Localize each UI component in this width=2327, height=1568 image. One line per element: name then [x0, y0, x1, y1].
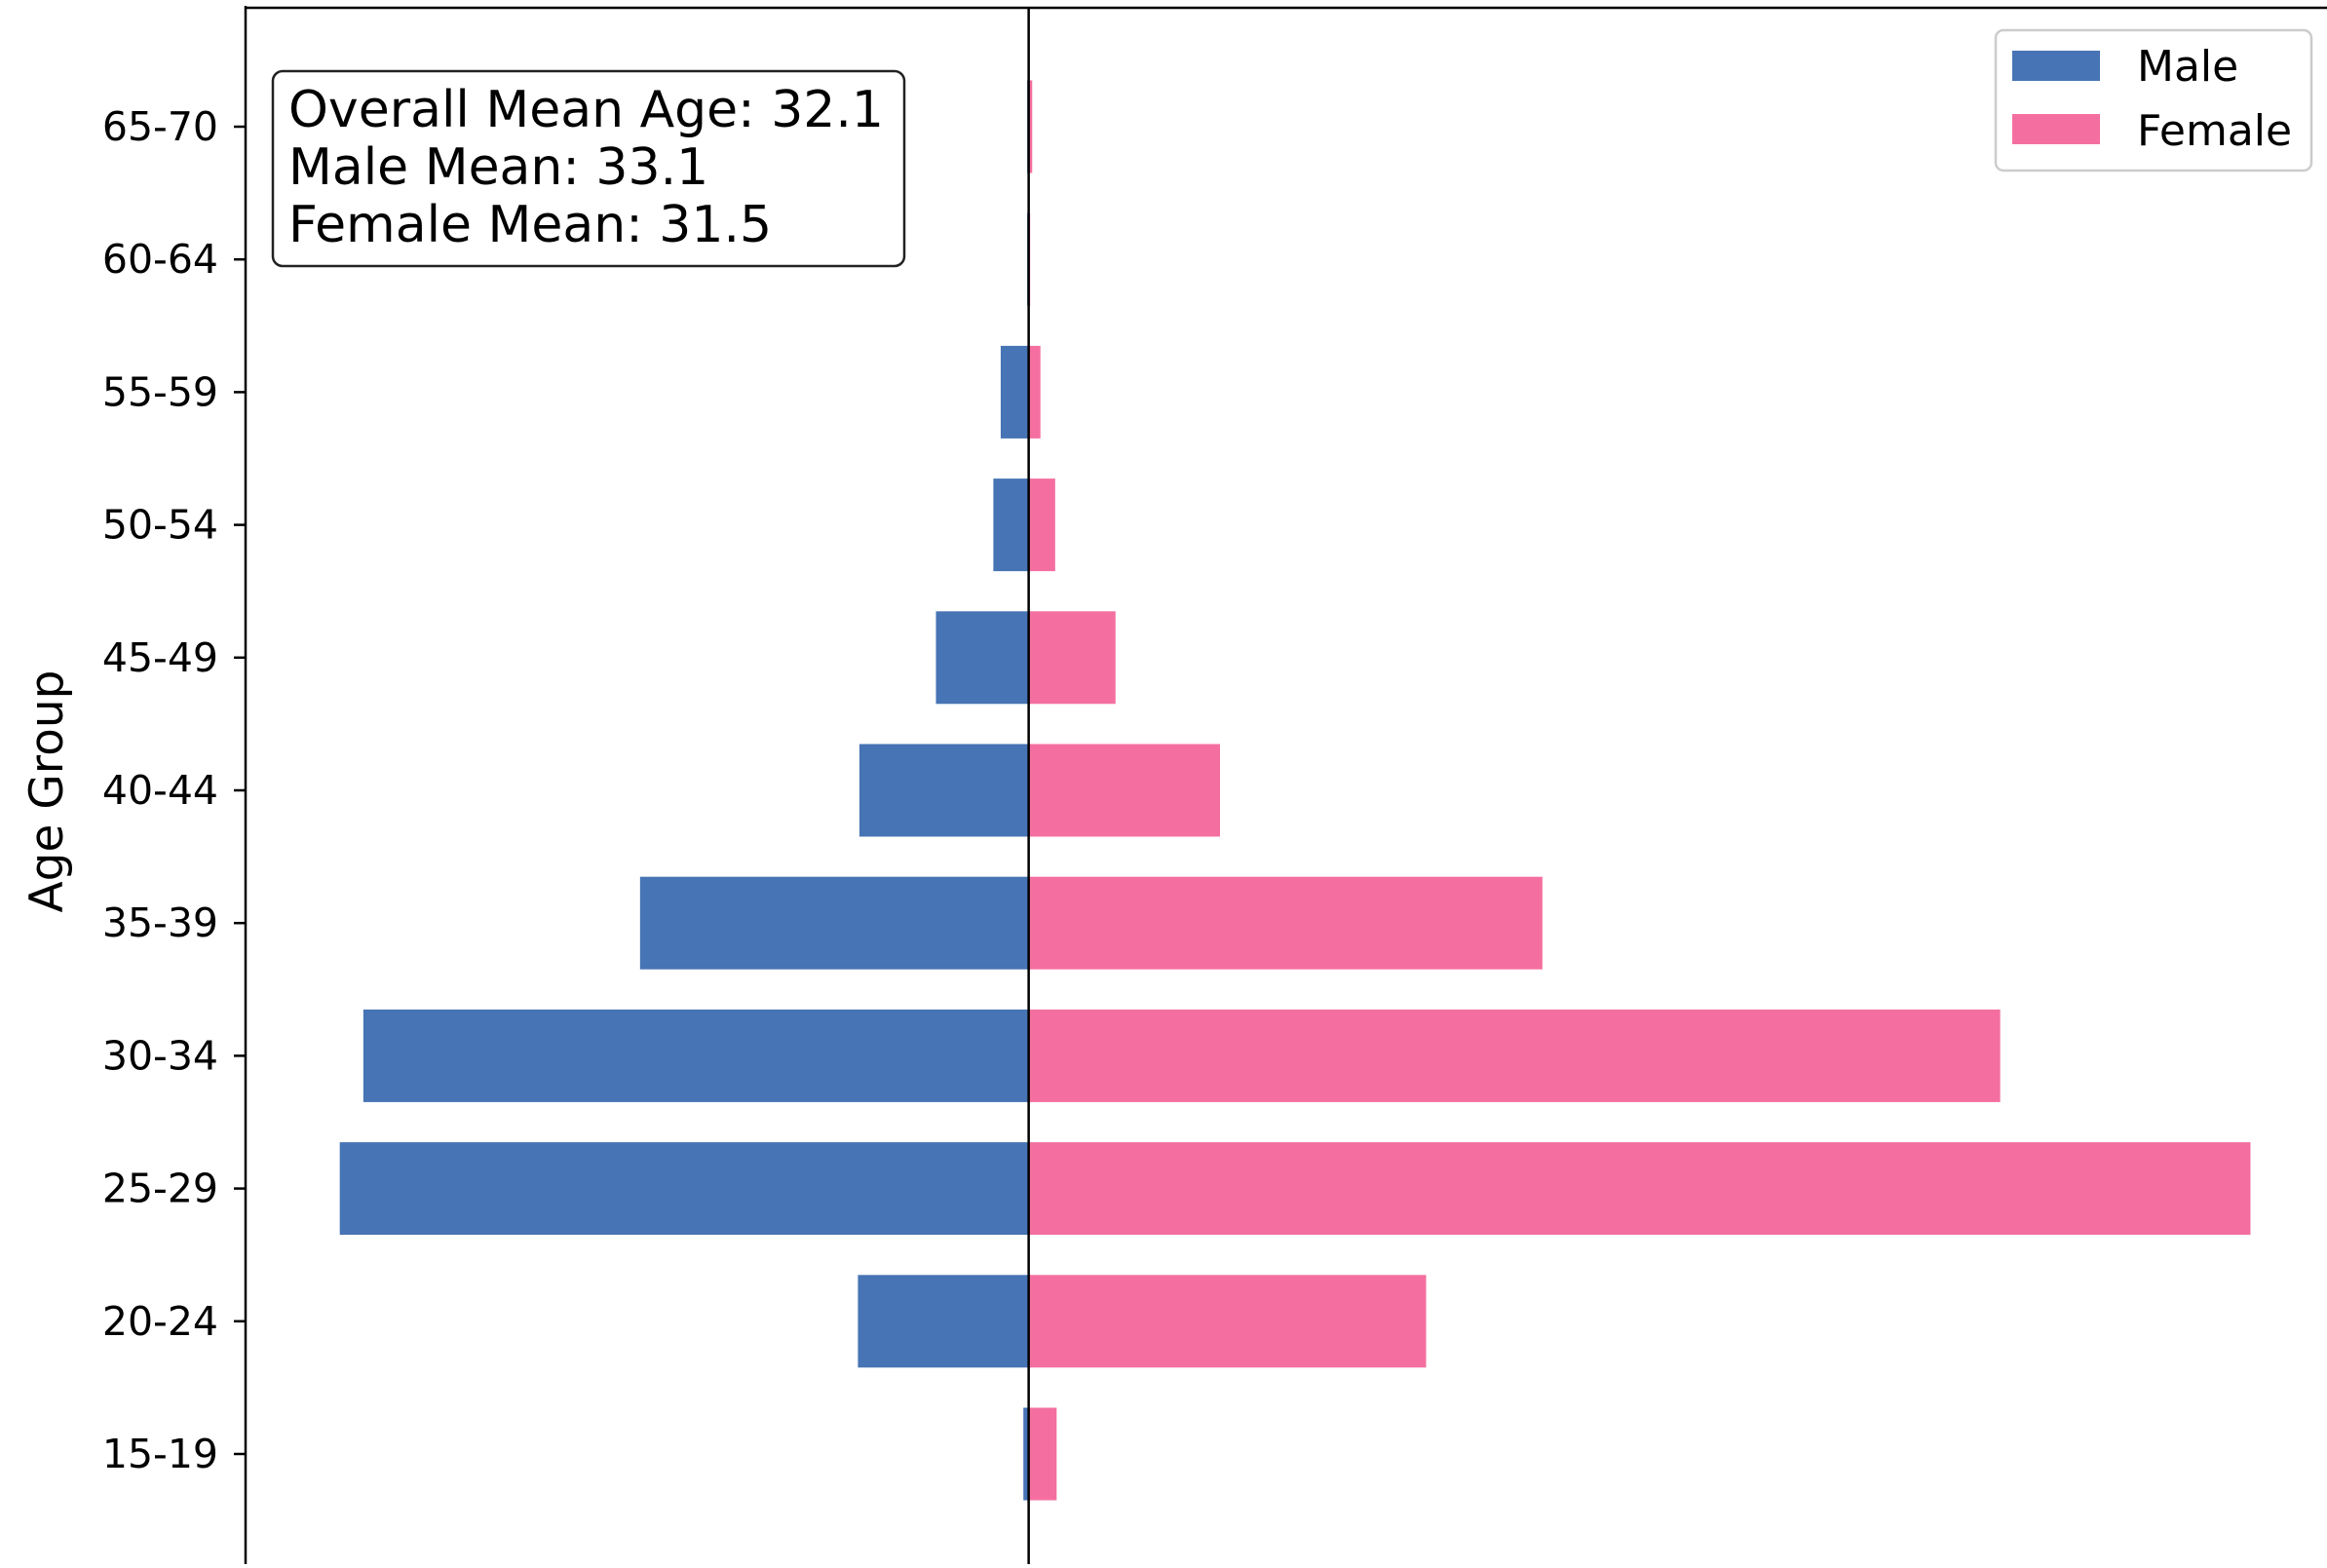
y-tick-label-20-24: 20-24	[102, 1298, 218, 1345]
bar-female-55-59	[1028, 345, 1041, 439]
bar-female-65-70	[1028, 80, 1033, 173]
stats-annotation: Overall Mean Age: 32.1 Male Mean: 33.1 F…	[271, 69, 906, 268]
y-tick-label-50-54: 50-54	[102, 502, 218, 549]
bar-male-55-59	[1000, 345, 1029, 439]
bar-male-30-34	[362, 1009, 1029, 1102]
y-tick-label-25-29: 25-29	[102, 1166, 218, 1212]
bar-male-25-29	[339, 1142, 1029, 1236]
bar-female-25-29	[1028, 1142, 2251, 1236]
bar-female-35-39	[1028, 876, 1543, 970]
annotation-line-male-mean: Male Mean: 33.1	[288, 138, 708, 197]
y-tick-label-35-39: 35-39	[102, 899, 218, 946]
legend: Male Female	[1994, 28, 2313, 172]
y-tick-label-45-49: 45-49	[102, 634, 218, 681]
bar-male-45-49	[935, 611, 1029, 705]
axes-layer	[244, 6, 2327, 1564]
y-ticks: 15-19 20-24 25-29 30-34 35-39 40-44 45-49 50-54…	[102, 103, 246, 1477]
bar-male-50-54	[993, 478, 1029, 572]
bar-female-50-54	[1028, 478, 1055, 572]
legend-label-male: Male	[2137, 42, 2238, 92]
legend-swatch-female	[2012, 114, 2100, 144]
bar-male-40-44	[858, 744, 1029, 837]
bar-male-20-24	[858, 1275, 1029, 1368]
y-tick-label-60-64: 60-64	[102, 236, 218, 283]
annotation-line-overall-mean: Overall Mean Age: 32.1	[288, 81, 884, 139]
annotation-line-female-mean: Female Mean: 31.5	[288, 196, 772, 254]
y-axis-label: Age Group	[20, 670, 74, 913]
bar-female-20-24	[1028, 1275, 1427, 1368]
bar-female-45-49	[1028, 611, 1116, 705]
bar-male-35-39	[639, 876, 1029, 970]
y-tick-label-55-59: 55-59	[102, 368, 218, 415]
y-tick-label-30-34: 30-34	[102, 1032, 218, 1079]
legend-label-female: Female	[2137, 106, 2292, 156]
y-tick-label-40-44: 40-44	[102, 767, 218, 814]
y-tick-label-65-70: 65-70	[102, 103, 218, 150]
bar-female-30-34	[1028, 1009, 2001, 1102]
stats-annotation-box	[271, 69, 906, 268]
bars-layer	[339, 8, 2251, 1564]
y-tick-label-15-19: 15-19	[102, 1431, 218, 1477]
legend-swatch-male	[2012, 51, 2100, 81]
bar-male-15-19	[1023, 1407, 1029, 1501]
bar-female-15-19	[1028, 1407, 1057, 1501]
bar-female-40-44	[1028, 744, 1221, 837]
